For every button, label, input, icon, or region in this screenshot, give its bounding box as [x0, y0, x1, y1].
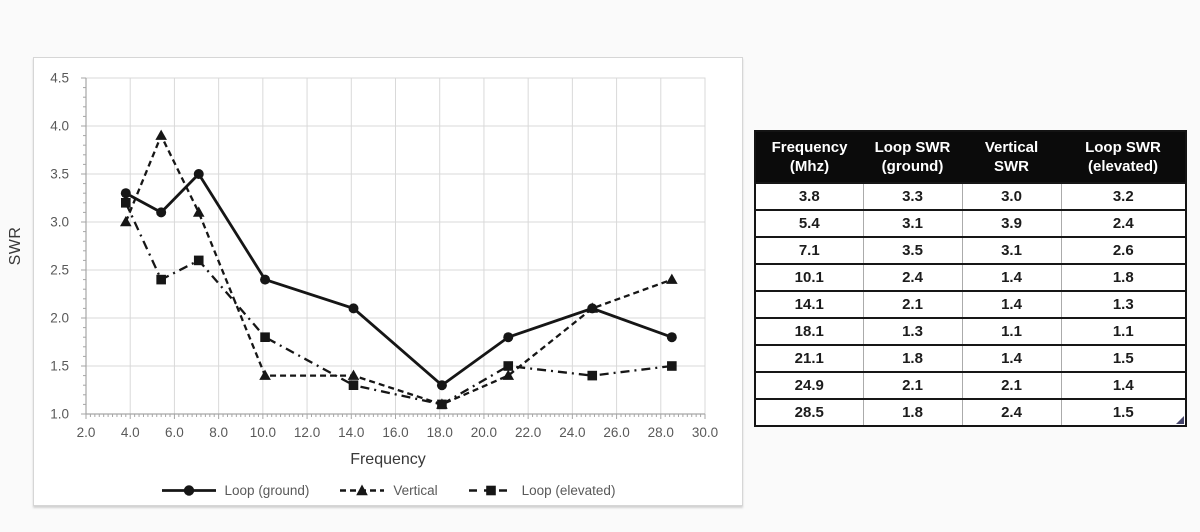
- table-cell: 2.4: [1060, 209, 1186, 238]
- table-cell: 1.3: [862, 317, 962, 346]
- table-header-row: Frequency (Mhz) Loop SWR (ground) Vertical SW…: [755, 131, 1186, 184]
- table-cell: 2.1: [862, 371, 962, 400]
- table-cell: 24.9: [755, 371, 863, 400]
- table-cell: 1.8: [1060, 263, 1186, 292]
- swr-table-container: Frequency (Mhz) Loop SWR (ground) Vertical SW…: [754, 130, 1187, 428]
- table-cell: 7.1: [755, 236, 863, 265]
- table-cell: 3.1: [862, 209, 962, 238]
- table-cell: 1.1: [1060, 317, 1186, 346]
- table-header-cell: Loop SWR (ground): [863, 131, 962, 184]
- table-cell: 1.4: [961, 263, 1061, 292]
- table-row: 18.1 1.3 1.1 1.1: [755, 317, 1186, 346]
- legend-label: Loop (ground): [224, 482, 310, 498]
- table-cell: 1.4: [1060, 371, 1186, 400]
- table-cell: 3.2: [1060, 182, 1186, 211]
- table-row: 10.1 2.4 1.4 1.8: [755, 263, 1186, 292]
- legend-item-loop-elevated: Loop (elevated): [468, 482, 616, 498]
- table-cell: 3.1: [961, 236, 1061, 265]
- legend-label: Vertical: [393, 482, 438, 498]
- table-cell: 5.4: [755, 209, 863, 238]
- table-cell: 1.8: [862, 344, 962, 373]
- table-cell: 2.1: [862, 290, 962, 319]
- table-cell: 1.3: [1060, 290, 1186, 319]
- table-row: 14.1 2.1 1.4 1.3: [755, 290, 1186, 319]
- x-axis-title: Frequency: [350, 451, 426, 468]
- table-cell: 18.1: [755, 317, 863, 346]
- table-cell: 1.4: [961, 290, 1061, 319]
- table-cell: 3.8: [755, 182, 863, 211]
- chart-panel: [33, 57, 743, 506]
- table-cell: 1.5: [1060, 344, 1186, 373]
- table-row: 7.1 3.5 3.1 2.6: [755, 236, 1186, 265]
- swr-table: Frequency (Mhz) Loop SWR (ground) Vertical SW…: [754, 130, 1187, 428]
- table-cell: 3.0: [961, 182, 1061, 211]
- table-cell: 1.1: [961, 317, 1061, 346]
- table-corner-handle: [1176, 416, 1184, 425]
- table-header-cell: Vertical SWR: [962, 131, 1061, 184]
- table-cell: 2.1: [961, 371, 1061, 400]
- chart-legend: Loop (ground) Vertical Loop (elevated): [33, 478, 743, 502]
- table-cell: 1.4: [961, 344, 1061, 373]
- table-cell: 2.4: [862, 263, 962, 292]
- legend-item-vertical: Vertical: [339, 482, 438, 498]
- legend-item-loop-ground: Loop (ground): [161, 482, 310, 498]
- table-cell: 14.1: [755, 290, 863, 319]
- table-cell: 28.5: [755, 398, 863, 427]
- table-cell: 3.5: [862, 236, 962, 265]
- table-row: 3.8 3.3 3.0 3.2: [755, 182, 1186, 211]
- table-cell: 10.1: [755, 263, 863, 292]
- table-cell: 21.1: [755, 344, 863, 373]
- table-row: 5.4 3.1 3.9 2.4: [755, 209, 1186, 238]
- table-cell: 2.6: [1060, 236, 1186, 265]
- table-cell: 1.8: [862, 398, 962, 427]
- table-header-cell: Frequency (Mhz): [755, 131, 863, 184]
- legend-swatch-triangle-dashed: [340, 484, 385, 495]
- y-axis-title: SWR: [7, 226, 24, 266]
- legend-label: Loop (elevated): [521, 482, 616, 498]
- table-header-cell: Loop SWR (elevated): [1061, 131, 1186, 184]
- table-cell: 1.5: [1060, 398, 1186, 427]
- legend-swatch-circle-solid: [161, 484, 216, 496]
- table-row: 28.5 1.8 2.4 1.5: [755, 398, 1186, 427]
- table-row: 24.9 2.1 2.1 1.4: [755, 371, 1186, 400]
- table-row: 21.1 1.8 1.4 1.5: [755, 344, 1186, 373]
- legend-swatch-square-dashdot: [468, 485, 513, 495]
- table-cell: 2.4: [961, 398, 1061, 427]
- table-cell: 3.9: [961, 209, 1061, 238]
- table-cell: 3.3: [862, 182, 962, 211]
